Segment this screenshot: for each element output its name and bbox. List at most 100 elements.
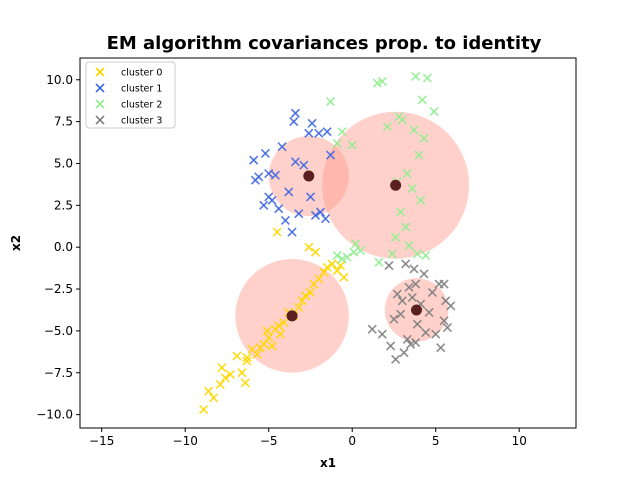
point-cluster-0 (242, 356, 252, 366)
legend-marker-3 (95, 115, 105, 125)
point-cluster-2 (412, 249, 422, 259)
point-cluster-0 (242, 353, 252, 363)
point-cluster-2 (342, 252, 352, 262)
point-cluster-1 (320, 214, 331, 224)
y-tick-label: −2.5 (44, 282, 73, 296)
point-cluster-3 (392, 289, 402, 299)
point-cluster-1 (260, 148, 270, 158)
point-cluster-0 (297, 296, 307, 306)
point-cluster-3 (439, 316, 449, 326)
component-center-1 (303, 170, 315, 182)
point-cluster-0 (319, 267, 329, 277)
x-axis-label: x1 (320, 456, 336, 470)
y-tick-label: −10.0 (36, 408, 73, 422)
point-cluster-3 (442, 322, 452, 333)
point-cluster-1 (290, 157, 301, 167)
data-points (199, 71, 456, 415)
point-cluster-1 (289, 117, 299, 127)
point-cluster-0 (215, 379, 225, 390)
point-cluster-0 (237, 368, 247, 378)
point-cluster-2 (396, 207, 406, 217)
point-cluster-3 (399, 348, 409, 358)
point-cluster-2 (421, 250, 431, 261)
point-cluster-1 (290, 108, 301, 118)
point-cluster-1 (294, 209, 304, 219)
point-cluster-2 (374, 257, 384, 267)
point-cluster-2 (402, 168, 412, 179)
point-cluster-3 (402, 334, 412, 344)
point-cluster-0 (274, 321, 284, 331)
point-cluster-3 (411, 338, 421, 348)
point-cluster-0 (225, 369, 235, 379)
point-cluster-0 (332, 266, 342, 276)
point-cluster-1 (314, 128, 324, 138)
point-cluster-0 (264, 333, 274, 343)
y-axis-label: x2 (9, 235, 23, 251)
legend-marker-2 (95, 99, 105, 109)
x-tick-label: −10 (173, 434, 198, 448)
point-cluster-0 (209, 393, 219, 403)
point-cluster-3 (377, 329, 387, 339)
y-tick-label: 5.0 (54, 156, 73, 170)
y-tick-label: 0.0 (54, 240, 73, 254)
point-cluster-2 (337, 127, 347, 137)
plot-frame (79, 57, 577, 429)
point-cluster-2 (401, 222, 411, 232)
y-tick-label: −5.0 (44, 324, 73, 338)
x-tick-label: 10 (512, 434, 527, 448)
point-cluster-1 (270, 170, 280, 180)
point-cluster-2 (332, 138, 342, 148)
legend-marker-1 (95, 83, 105, 93)
point-cluster-0 (272, 227, 282, 237)
point-cluster-2 (429, 107, 439, 117)
point-cluster-3 (367, 324, 377, 334)
point-cluster-0 (275, 329, 285, 339)
point-cluster-2 (391, 232, 401, 242)
point-cluster-1 (249, 155, 259, 165)
point-cluster-3 (436, 343, 446, 353)
point-cluster-0 (204, 386, 214, 396)
point-cluster-2 (347, 140, 357, 150)
point-cluster-0 (310, 247, 321, 257)
point-cluster-2 (422, 73, 432, 83)
x-tick-label: −15 (89, 434, 114, 448)
point-cluster-0 (314, 274, 324, 284)
point-cluster-2 (407, 184, 417, 194)
point-cluster-3 (404, 282, 414, 292)
legend-marker-0 (95, 67, 105, 77)
point-cluster-3 (424, 307, 434, 318)
point-cluster-2 (382, 122, 392, 132)
point-cluster-1 (287, 227, 297, 237)
point-cluster-3 (384, 261, 394, 271)
point-cluster-0 (294, 302, 304, 313)
point-cluster-2 (337, 254, 347, 264)
point-cluster-2 (377, 76, 387, 87)
point-cluster-2 (414, 150, 424, 160)
point-cluster-1 (280, 215, 290, 225)
point-cluster-3 (411, 279, 421, 289)
point-cluster-3 (401, 259, 411, 269)
legend-label-3: cluster 3 (121, 116, 162, 127)
point-cluster-2 (409, 125, 419, 135)
component-centers (286, 170, 423, 322)
point-cluster-1 (310, 210, 321, 220)
legend-label-2: cluster 2 (121, 100, 162, 111)
point-cluster-0 (339, 272, 349, 282)
point-cluster-2 (325, 96, 336, 107)
component-center-0 (286, 310, 298, 322)
point-cluster-3 (421, 328, 431, 338)
chart-title: EM algorithm covariances prop. to identi… (107, 33, 542, 54)
legend-box (85, 61, 176, 129)
point-cluster-0 (255, 343, 265, 353)
point-cluster-1 (304, 128, 314, 138)
point-cluster-3 (446, 301, 456, 311)
point-cluster-1 (325, 150, 336, 160)
point-cluster-0 (327, 259, 337, 269)
point-cluster-1 (259, 200, 269, 210)
point-cluster-0 (262, 326, 272, 336)
point-cluster-1 (315, 207, 326, 217)
point-cluster-0 (217, 363, 227, 373)
point-cluster-2 (416, 195, 426, 205)
y-tick-label: 10.0 (46, 73, 73, 87)
